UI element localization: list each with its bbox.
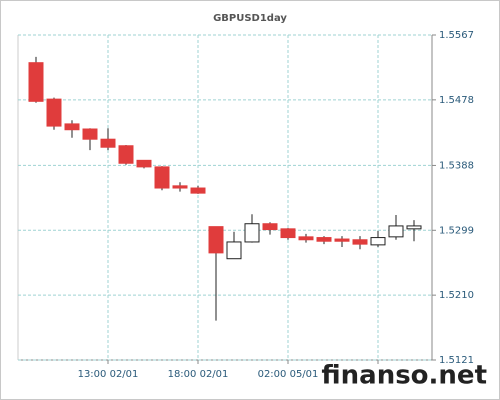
- candle-body: [406, 225, 422, 230]
- candle-body: [352, 239, 368, 245]
- candle-body: [370, 237, 386, 246]
- x-tick-label: 18:00 02/01: [168, 369, 229, 380]
- candle-body: [154, 166, 170, 189]
- candle-body: [136, 159, 152, 168]
- candle-body: [298, 236, 314, 241]
- watermark: finanso.net: [321, 361, 487, 391]
- candle-body: [46, 98, 62, 127]
- y-tick-label: 1.5299: [439, 225, 474, 236]
- x-tick-label: 02:00 05/01: [258, 369, 319, 380]
- candle-body: [244, 223, 260, 243]
- candle-body: [28, 62, 44, 102]
- candle-body: [262, 223, 278, 231]
- chart-title: GBPUSD1day: [213, 13, 287, 24]
- candle-body: [100, 138, 116, 148]
- candle-body: [190, 187, 206, 194]
- candle-body: [82, 128, 98, 140]
- candle-body: [226, 241, 242, 260]
- candle-body: [118, 145, 134, 164]
- x-tick-label: 13:00 02/01: [78, 369, 139, 380]
- candle-body: [316, 237, 332, 242]
- candle-body: [334, 238, 350, 242]
- candle-body: [64, 123, 80, 131]
- y-tick-label: 1.5388: [439, 160, 474, 171]
- y-tick-label: 1.5210: [439, 290, 474, 301]
- candle-body: [280, 228, 296, 239]
- candle-body: [172, 185, 188, 189]
- y-tick-label: 1.5567: [439, 30, 474, 41]
- y-tick-label: 1.5478: [439, 95, 474, 106]
- candle-body: [388, 225, 404, 238]
- candle-body: [208, 226, 224, 254]
- y-tick-label: 1.5121: [439, 355, 474, 366]
